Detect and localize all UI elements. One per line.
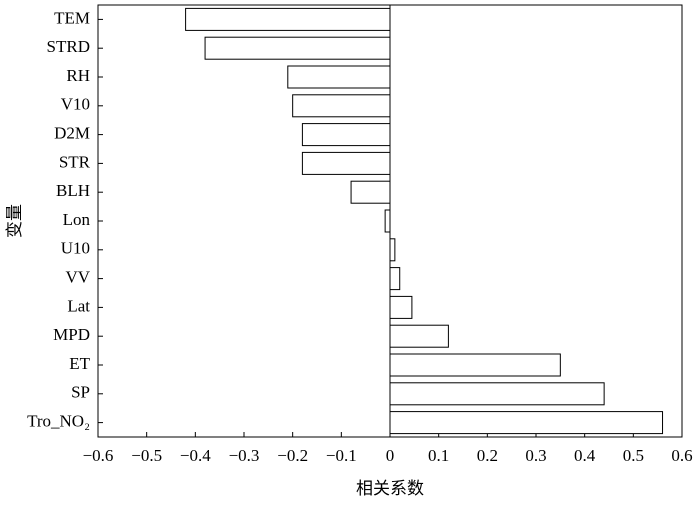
y-tick-label: SP xyxy=(71,383,90,402)
y-tick-label: VV xyxy=(65,268,90,287)
y-tick-label: V10 xyxy=(61,95,90,114)
y-tick-label: Tro_NO₂ xyxy=(27,412,90,431)
bar xyxy=(389,382,605,406)
y-tick-label: Lon xyxy=(63,210,91,229)
bar xyxy=(389,324,449,348)
bar xyxy=(301,123,391,147)
bar xyxy=(287,65,391,89)
bar xyxy=(389,238,396,262)
bar xyxy=(350,180,391,204)
x-tick-label: 0.4 xyxy=(574,446,596,465)
bar xyxy=(389,267,401,291)
bar xyxy=(301,151,391,175)
y-tick-label: MPD xyxy=(53,325,90,344)
y-tick-label: D2M xyxy=(54,124,90,143)
x-tick-label: 0.5 xyxy=(623,446,644,465)
x-tick-label: 0 xyxy=(386,446,395,465)
x-tick-label: −0.1 xyxy=(326,446,357,465)
bar xyxy=(204,36,391,60)
x-tick-label: −0.2 xyxy=(277,446,308,465)
y-tick-label: STRD xyxy=(47,37,90,56)
x-axis-label: 相关系数 xyxy=(356,479,424,498)
x-tick-label: 0.1 xyxy=(428,446,449,465)
y-tick-label: TEM xyxy=(54,8,90,27)
y-tick-label: Lat xyxy=(67,296,90,315)
y-tick-label: BLH xyxy=(56,181,90,200)
y-axis-label: 变量 xyxy=(5,204,24,238)
bar xyxy=(389,295,413,319)
bar xyxy=(384,209,391,233)
y-tick-label: ET xyxy=(69,354,90,373)
bar xyxy=(185,7,391,31)
x-tick-label: 0.3 xyxy=(525,446,546,465)
bar xyxy=(292,94,391,118)
x-tick-label: −0.3 xyxy=(229,446,260,465)
x-tick-label: −0.4 xyxy=(180,446,211,465)
x-tick-label: −0.6 xyxy=(83,446,114,465)
y-tick-label: RH xyxy=(66,66,90,85)
bar xyxy=(389,411,664,435)
bar xyxy=(389,353,561,377)
x-tick-label: 0.6 xyxy=(671,446,692,465)
y-tick-label: U10 xyxy=(61,239,90,258)
x-tick-label: 0.2 xyxy=(477,446,498,465)
y-tick-label: STR xyxy=(59,152,91,171)
x-tick-label: −0.5 xyxy=(131,446,162,465)
